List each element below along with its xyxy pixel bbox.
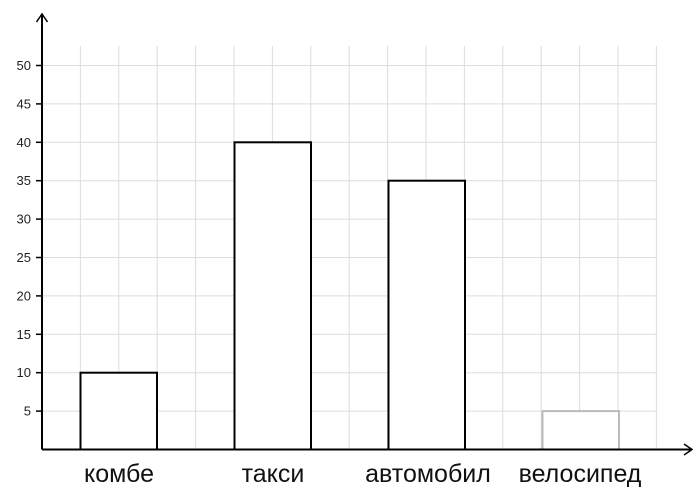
- x-category-label: автомобил: [365, 460, 491, 488]
- y-tick-label: 40: [17, 135, 31, 150]
- y-axis-arrow-icon: [35, 12, 49, 23]
- axes: [35, 12, 694, 456]
- bar-такси: [233, 141, 312, 451]
- x-category-label: велосипед: [519, 460, 642, 488]
- grid: [42, 46, 657, 450]
- x-labels: комбе такси автомобил велосипед: [84, 460, 642, 488]
- y-tick-label: 25: [17, 250, 31, 265]
- y-tick-label: 45: [17, 96, 31, 111]
- y-tick-label: 20: [17, 288, 31, 303]
- x-category-label: такси: [242, 460, 305, 488]
- bar-автомобил: [387, 179, 466, 451]
- y-tick-label: 50: [17, 58, 31, 73]
- y-ticks: 5 10 15 20 25 30 35 40 45 50: [17, 58, 42, 419]
- y-tick-label: 15: [17, 327, 31, 342]
- y-tick-label: 5: [24, 404, 31, 419]
- bar-велосипед: [541, 410, 620, 451]
- x-category-label: комбе: [84, 460, 154, 488]
- y-tick-label: 35: [17, 173, 31, 188]
- y-tick-label: 30: [17, 212, 31, 227]
- x-axis-arrow-icon: [683, 443, 694, 456]
- bar-комбе: [79, 371, 158, 451]
- y-tick-label: 10: [17, 365, 31, 380]
